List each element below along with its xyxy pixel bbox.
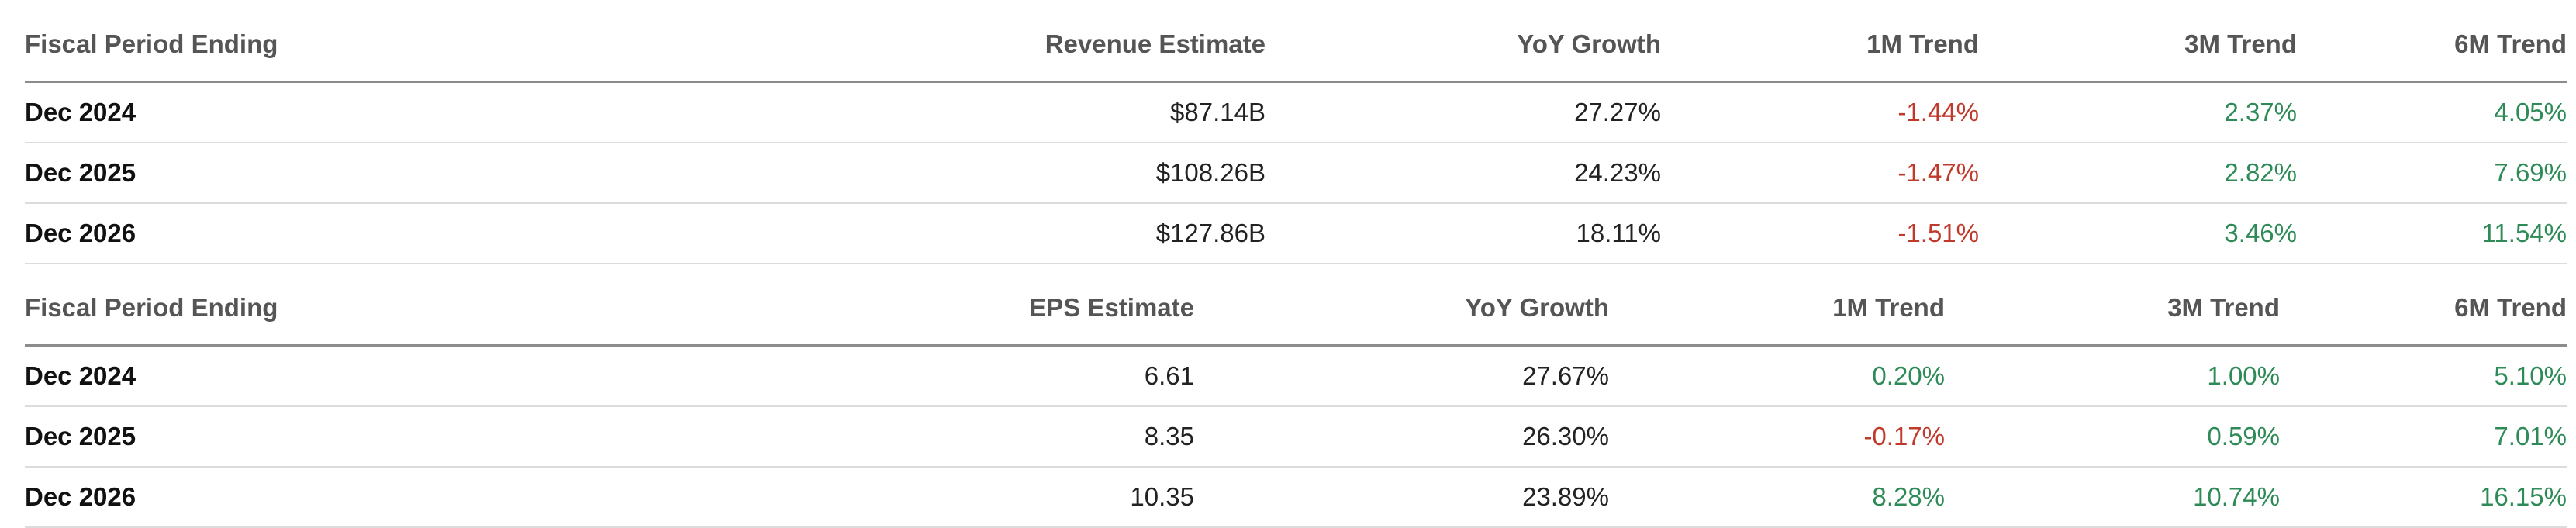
table-row: Dec 2026 10.35 23.89% 8.28% 10.74% 16.15… (25, 467, 2567, 528)
trend-6m-cell: 7.01% (2280, 406, 2567, 468)
trend-3m-cell: 2.82% (1979, 143, 2297, 204)
column-header-3m-trend[interactable]: 3M Trend (1979, 8, 2297, 83)
trend-1m-cell: -1.47% (1661, 143, 1979, 204)
table-header-row: Fiscal Period Ending Revenue Estimate Yo… (25, 8, 2567, 83)
revenue-estimate-cell: $108.26B (645, 143, 1266, 204)
table-row: Dec 2024 6.61 27.67% 0.20% 1.00% 5.10% (25, 345, 2567, 407)
yoy-growth-cell: 18.11% (1266, 203, 1661, 264)
column-header-1m-trend[interactable]: 1M Trend (1609, 271, 1945, 347)
period-cell: Dec 2024 (25, 81, 645, 143)
trend-6m-cell: 5.10% (2280, 345, 2567, 407)
yoy-growth-cell: 23.89% (1194, 467, 1609, 528)
yoy-growth-cell: 24.23% (1266, 143, 1661, 204)
eps-estimate-cell: 8.35 (645, 406, 1194, 468)
eps-estimates-table: Fiscal Period Ending EPS Estimate YoY Gr… (25, 271, 2567, 528)
column-header-yoy-growth[interactable]: YoY Growth (1266, 8, 1661, 83)
period-cell: Dec 2024 (25, 345, 645, 407)
column-header-yoy-growth[interactable]: YoY Growth (1194, 271, 1609, 347)
column-header-6m-trend[interactable]: 6M Trend (2280, 271, 2567, 347)
yoy-growth-cell: 26.30% (1194, 406, 1609, 468)
trend-3m-cell: 3.46% (1979, 203, 2297, 264)
eps-estimate-cell: 10.35 (645, 467, 1194, 528)
table-row: Dec 2024 $87.14B 27.27% -1.44% 2.37% 4.0… (25, 81, 2567, 143)
revenue-estimate-cell: $87.14B (645, 81, 1266, 143)
column-header-3m-trend[interactable]: 3M Trend (1945, 271, 2280, 347)
trend-1m-cell: -1.44% (1661, 81, 1979, 143)
table-row: Dec 2025 $108.26B 24.23% -1.47% 2.82% 7.… (25, 143, 2567, 204)
trend-6m-cell: 11.54% (2297, 203, 2567, 264)
yoy-growth-cell: 27.67% (1194, 345, 1609, 407)
period-cell: Dec 2026 (25, 203, 645, 264)
table-row: Dec 2026 $127.86B 18.11% -1.51% 3.46% 11… (25, 203, 2567, 264)
column-header-fiscal-period[interactable]: Fiscal Period Ending (25, 8, 645, 83)
trend-3m-cell: 0.59% (1945, 406, 2280, 468)
column-header-6m-trend[interactable]: 6M Trend (2297, 8, 2567, 83)
trend-3m-cell: 2.37% (1979, 81, 2297, 143)
trend-6m-cell: 7.69% (2297, 143, 2567, 204)
trend-1m-cell: 0.20% (1609, 345, 1945, 407)
trend-1m-cell: -1.51% (1661, 203, 1979, 264)
eps-estimate-cell: 6.61 (645, 345, 1194, 407)
table-row: Dec 2025 8.35 26.30% -0.17% 0.59% 7.01% (25, 406, 2567, 468)
column-header-eps-estimate[interactable]: EPS Estimate (645, 271, 1194, 347)
trend-3m-cell: 10.74% (1945, 467, 2280, 528)
column-header-fiscal-period[interactable]: Fiscal Period Ending (25, 271, 645, 347)
trend-6m-cell: 16.15% (2280, 467, 2567, 528)
revenue-estimates-table: Fiscal Period Ending Revenue Estimate Yo… (25, 8, 2567, 264)
trend-6m-cell: 4.05% (2297, 81, 2567, 143)
column-header-1m-trend[interactable]: 1M Trend (1661, 8, 1979, 83)
trend-1m-cell: 8.28% (1609, 467, 1945, 528)
table-header-row: Fiscal Period Ending EPS Estimate YoY Gr… (25, 271, 2567, 347)
trend-3m-cell: 1.00% (1945, 345, 2280, 407)
period-cell: Dec 2025 (25, 406, 645, 468)
revenue-estimate-cell: $127.86B (645, 203, 1266, 264)
column-header-revenue-estimate[interactable]: Revenue Estimate (645, 8, 1266, 83)
yoy-growth-cell: 27.27% (1266, 81, 1661, 143)
period-cell: Dec 2025 (25, 143, 645, 204)
period-cell: Dec 2026 (25, 467, 645, 528)
trend-1m-cell: -0.17% (1609, 406, 1945, 468)
